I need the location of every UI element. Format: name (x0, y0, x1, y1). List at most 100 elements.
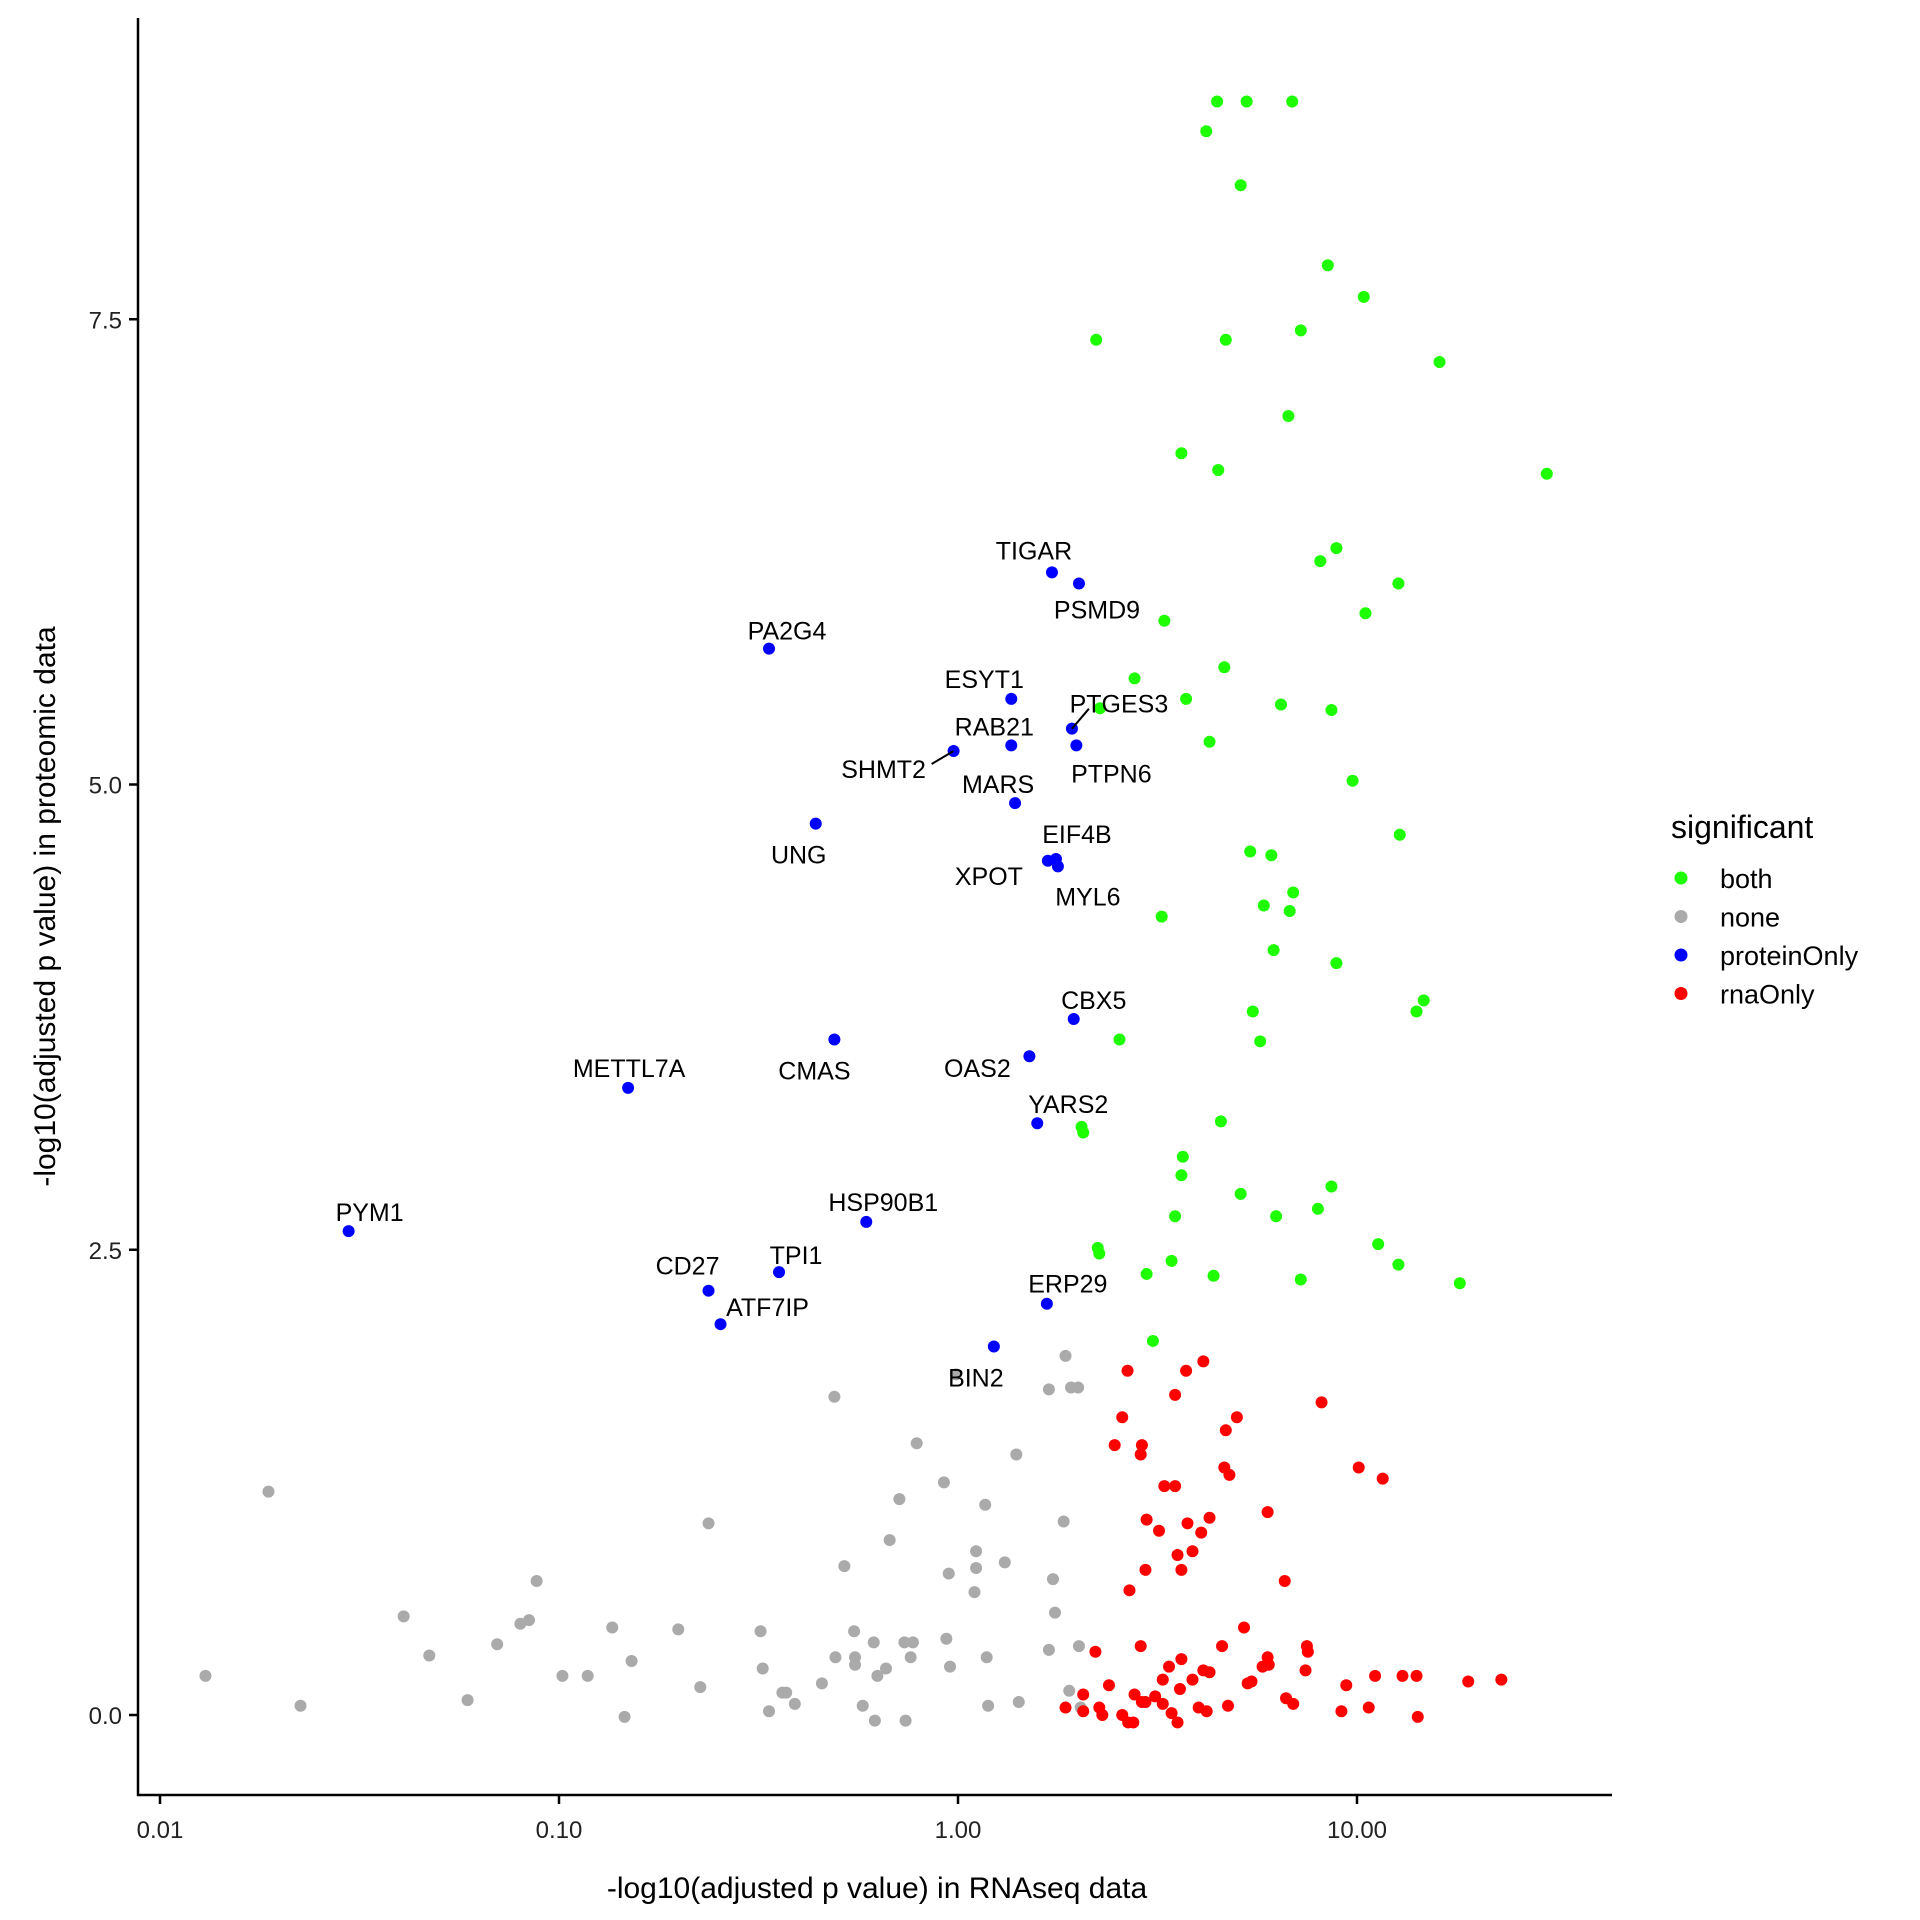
point-rnaOnly (1175, 1563, 1188, 1576)
point-none (1010, 1448, 1023, 1461)
point-both (1165, 1254, 1178, 1267)
point-none (979, 1498, 992, 1511)
point-labels-layer: TIGAR PSMD9 PA2G4 ESYT1 PTGES3 RAB21 PTPN6 SHMT… (336, 537, 1169, 1392)
point-rnaOnly (1139, 1563, 1152, 1576)
legend-key-rnaOnly (1674, 987, 1688, 1000)
point-both (1175, 447, 1188, 460)
point-both (1244, 845, 1257, 858)
point-rnaOnly (1340, 1679, 1353, 1692)
point-none (1063, 1684, 1076, 1697)
point-rnaOnly (1149, 1690, 1162, 1703)
point-both (1321, 259, 1334, 272)
point-label: PTGES3 (1070, 691, 1169, 719)
legend-label-rnaOnly: rnaOnly (1720, 980, 1815, 1010)
point-both (1211, 95, 1224, 108)
point-rnaOnly (1169, 1388, 1182, 1401)
point-both (1265, 849, 1278, 862)
point-rnaOnly (1411, 1710, 1424, 1723)
point-rnaOnly (1116, 1411, 1129, 1424)
point-none (397, 1610, 410, 1623)
point-rnaOnly (1410, 1669, 1423, 1682)
point-rnaOnly (1241, 1677, 1254, 1690)
point-none (856, 1699, 869, 1712)
point-rnaOnly (1165, 1707, 1178, 1720)
point-rnaOnly (1134, 1640, 1147, 1653)
y-axis-ticks: 0.0 2.5 5.0 7.5 (89, 307, 138, 1730)
y-tick-label: 5.0 (89, 773, 122, 800)
point-none (702, 1517, 715, 1530)
point-both (1077, 1126, 1090, 1139)
x-tick-label: 10.00 (1327, 1817, 1387, 1844)
point-rnaOnly (1396, 1669, 1409, 1682)
points-layer (199, 95, 1553, 1729)
point-none (904, 1651, 917, 1664)
legend-key-both (1674, 871, 1688, 885)
point-none (788, 1697, 801, 1710)
point-both (1212, 463, 1225, 476)
point-none (625, 1655, 638, 1668)
point-none (942, 1567, 955, 1580)
point-none (754, 1625, 767, 1638)
point-rnaOnly (1121, 1364, 1134, 1377)
point-both (1200, 125, 1213, 138)
point-none (879, 1662, 892, 1675)
point-none (1046, 1573, 1059, 1586)
point-label: MYL6 (1055, 883, 1120, 911)
point-both (1234, 179, 1247, 192)
point-none (423, 1649, 436, 1662)
point-none (898, 1636, 911, 1649)
point-rnaOnly (1376, 1472, 1389, 1485)
point-both (1175, 1169, 1188, 1182)
point-proteinOnly (1009, 797, 1022, 810)
point-none (1072, 1381, 1085, 1394)
label-connector (931, 750, 955, 765)
point-none (871, 1669, 884, 1682)
point-both (1128, 672, 1141, 685)
point-rnaOnly (1171, 1716, 1184, 1729)
point-none (829, 1651, 842, 1664)
point-none (556, 1669, 569, 1682)
point-both (1410, 1005, 1423, 1018)
point-none (838, 1560, 851, 1573)
point-both (1311, 1202, 1324, 1215)
point-rnaOnly (1140, 1513, 1153, 1526)
point-both (1359, 607, 1372, 620)
point-rnaOnly (1495, 1673, 1508, 1686)
y-tick-label: 0.0 (89, 1703, 122, 1730)
point-proteinOnly (860, 1215, 873, 1228)
point-none (867, 1636, 880, 1649)
point-both (1094, 702, 1107, 715)
x-axis-ticks: 0.01 0.10 1.00 10.00 (137, 1795, 1387, 1844)
point-rnaOnly (1299, 1664, 1312, 1677)
point-label: ESYT1 (945, 666, 1024, 694)
point-rnaOnly (1197, 1355, 1210, 1368)
point-rnaOnly (1462, 1675, 1475, 1688)
point-label: XPOT (955, 863, 1023, 891)
point-rnaOnly (1315, 1396, 1328, 1409)
point-both (1240, 95, 1253, 108)
point-proteinOnly (1067, 1012, 1080, 1025)
point-none (618, 1710, 631, 1723)
point-label: BIN2 (948, 1365, 1004, 1393)
point-rnaOnly (1156, 1673, 1169, 1686)
point-both (1275, 698, 1288, 711)
point-rnaOnly (1153, 1524, 1166, 1537)
point-none (1057, 1515, 1070, 1528)
point-both (1176, 1150, 1189, 1163)
point-both (1392, 577, 1405, 590)
point-label: PA2G4 (748, 618, 827, 646)
point-none (848, 1625, 861, 1638)
point-both (1093, 1247, 1106, 1260)
point-both (1180, 692, 1193, 705)
point-proteinOnly (1023, 1050, 1036, 1063)
point-none (899, 1714, 912, 1727)
point-rnaOnly (1230, 1411, 1243, 1424)
point-rnaOnly (1158, 1480, 1171, 1493)
point-label: MARS (962, 771, 1034, 799)
point-none (199, 1669, 212, 1682)
point-none (694, 1681, 707, 1694)
point-rnaOnly (1134, 1448, 1147, 1461)
point-rnaOnly (1180, 1364, 1193, 1377)
point-none (606, 1621, 619, 1634)
